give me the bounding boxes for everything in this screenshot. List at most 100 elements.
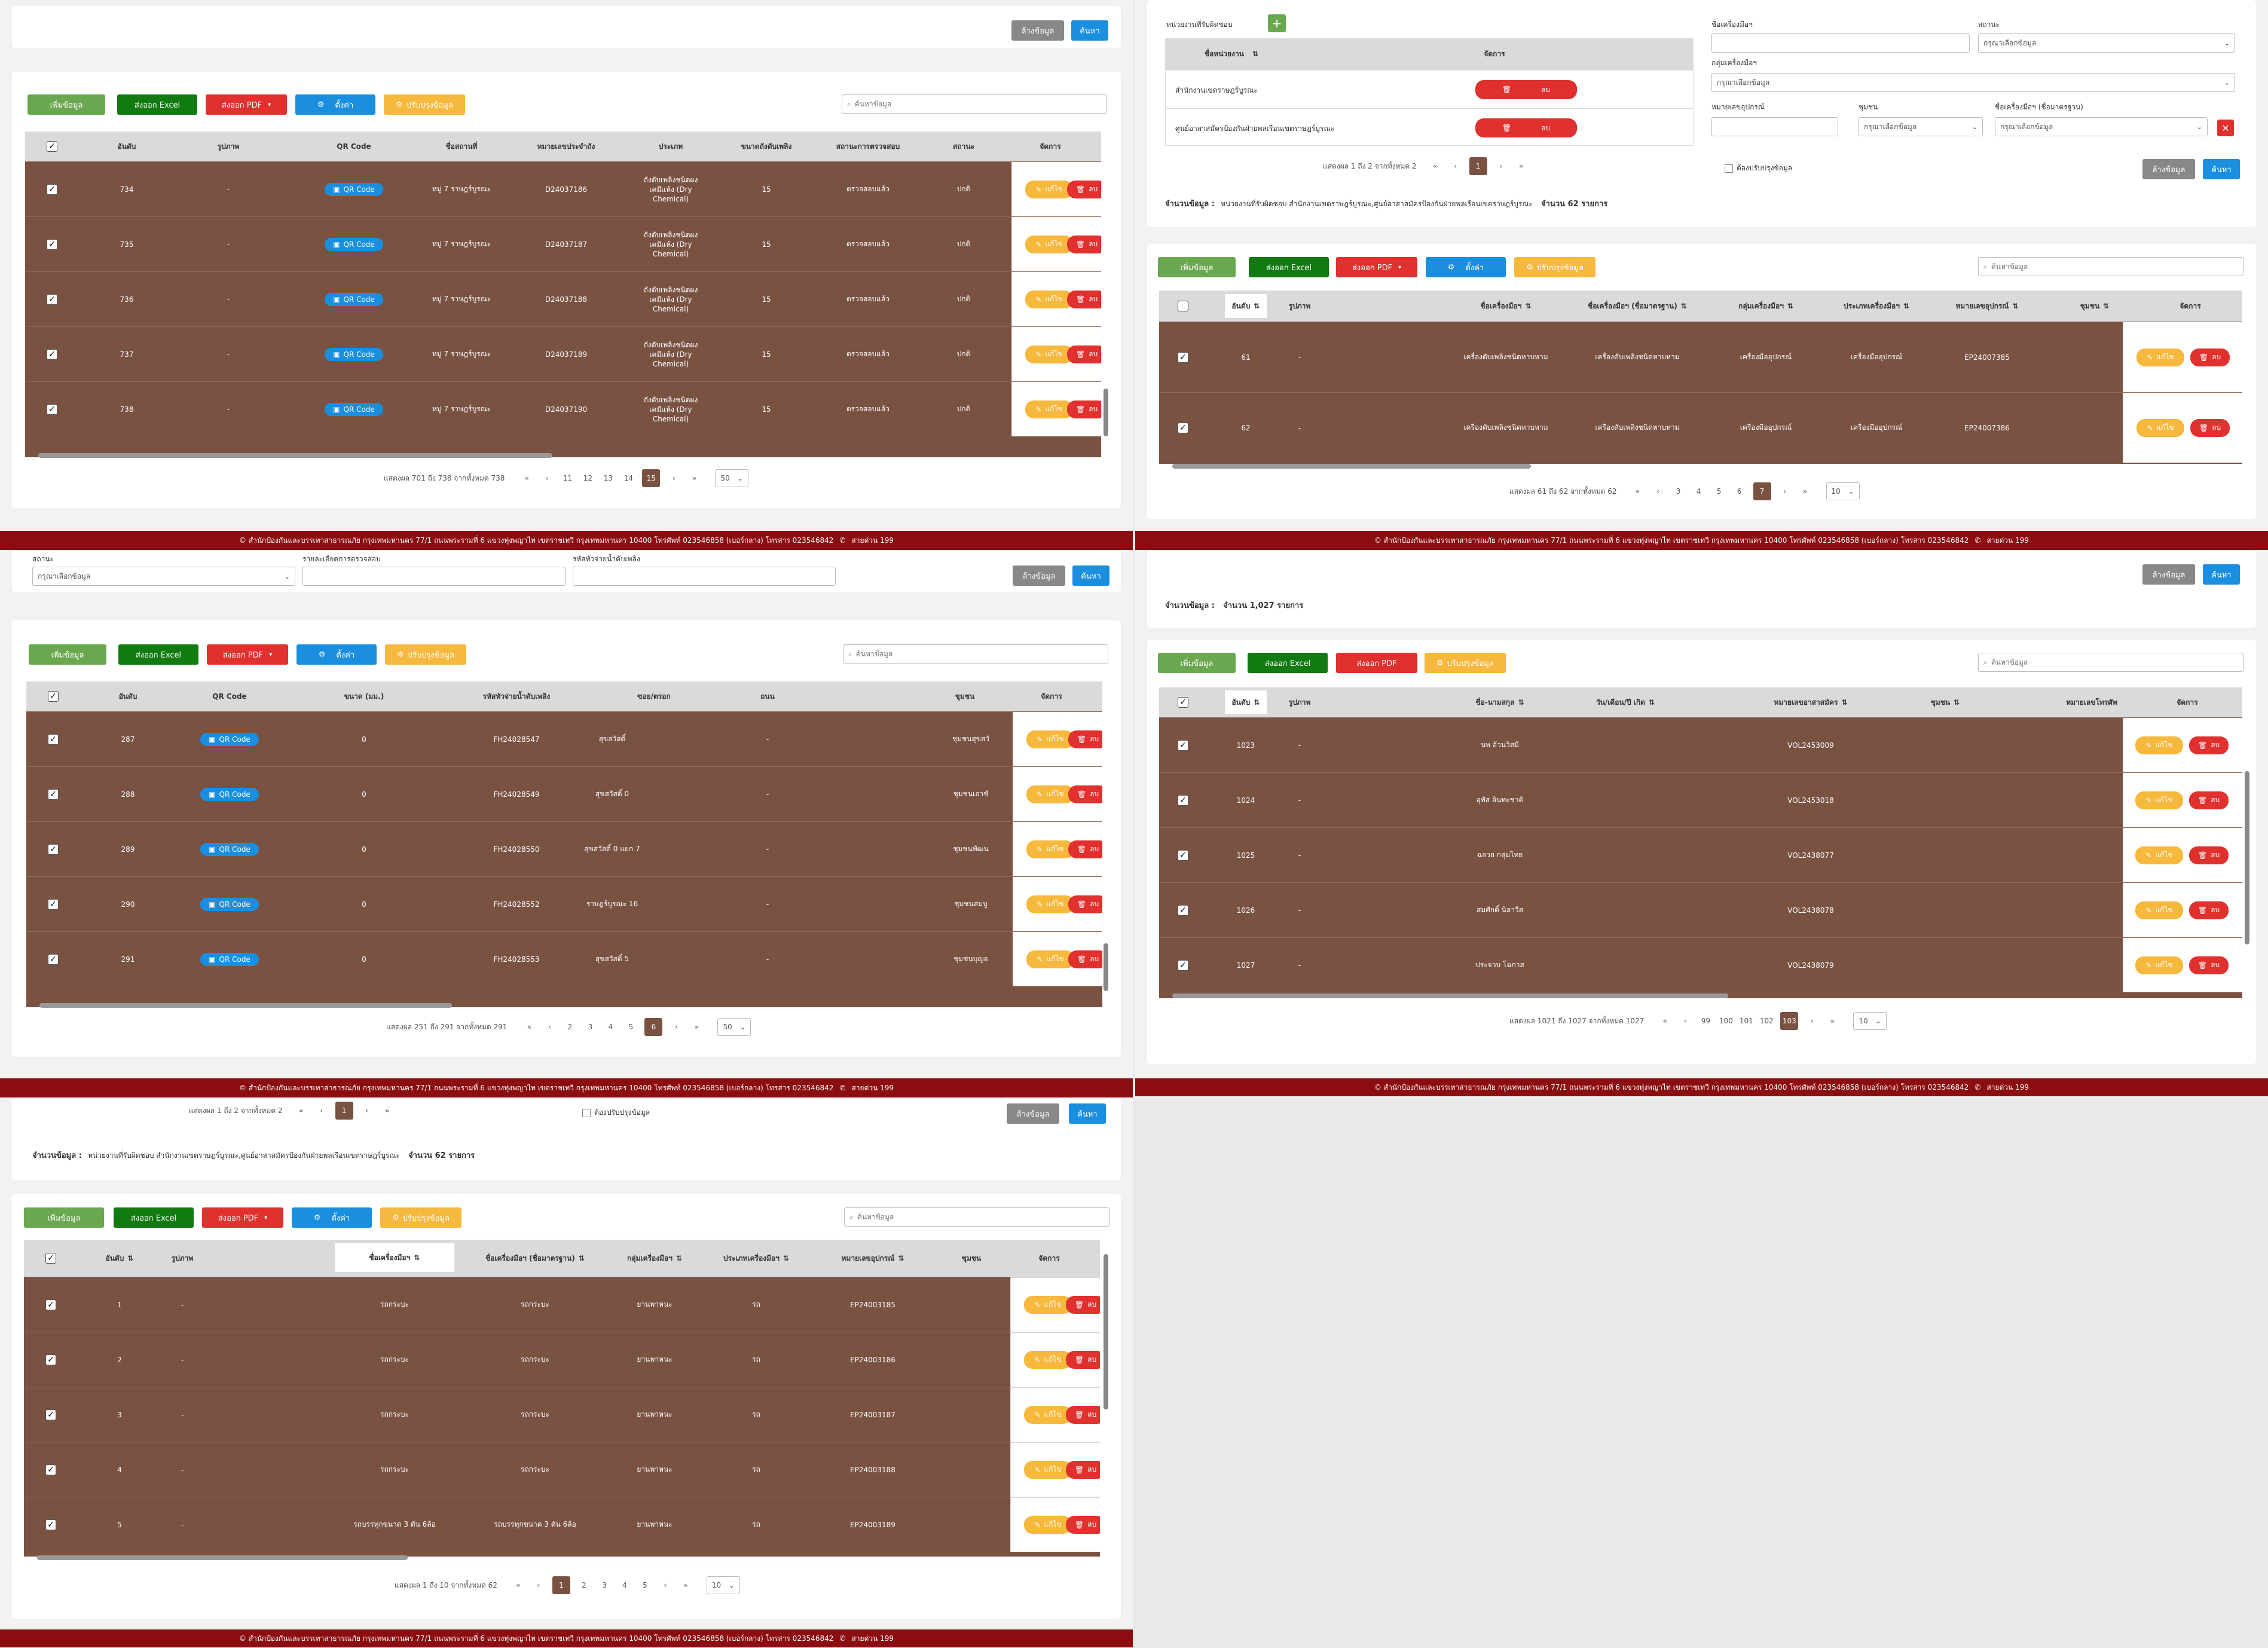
col-header[interactable]: QR Code [337, 142, 371, 151]
page-link[interactable]: 100 [1719, 1017, 1733, 1025]
page-link[interactable]: 3 [1676, 487, 1681, 496]
col-header[interactable]: วัน/เดือน/ปี เกิด ⇅ [1595, 698, 1655, 707]
current-page[interactable]: 103 [1780, 1012, 1799, 1030]
detail-field[interactable] [302, 567, 566, 586]
delete-button[interactable]: 🗑 ลบ [1068, 895, 1102, 913]
edit-button[interactable]: ✎ แก้ไข [1026, 840, 1074, 858]
page-link[interactable]: » [1518, 162, 1524, 170]
settings-button[interactable]: ⚙ ตั้งค่า [1426, 257, 1506, 277]
col-header[interactable]: รูปภาพ [1288, 698, 1311, 707]
page-link[interactable]: 2 [567, 1023, 573, 1031]
search-button[interactable]: ค้นหา [1069, 1103, 1106, 1124]
qr-code-button[interactable]: ▣ QR Code [200, 787, 259, 801]
page-link[interactable]: ‹ [548, 1023, 551, 1031]
current-page[interactable]: 1 [1469, 157, 1487, 175]
add-button[interactable]: เพิ่มข้อมูล [1158, 653, 1236, 673]
row-checkbox[interactable]: ✓ [47, 239, 57, 250]
row-checkbox[interactable]: ✓ [47, 403, 57, 415]
search-button[interactable]: ค้นหา [2203, 564, 2240, 585]
page-link[interactable]: 5 [643, 1581, 647, 1589]
row-checkbox[interactable]: ✓ [1178, 794, 1188, 806]
col-header[interactable]: จัดการ [2177, 698, 2198, 707]
row-checkbox[interactable]: ✓ [1178, 959, 1188, 971]
delete-button[interactable]: 🗑 ลบ [2189, 901, 2229, 919]
row-checkbox[interactable]: ✓ [1178, 849, 1188, 861]
page-link[interactable]: 4 [608, 1023, 613, 1031]
col-header[interactable]: จัดการ [1041, 692, 1062, 701]
col-header[interactable]: สถานะ [953, 142, 974, 151]
delete-button[interactable]: 🗑 ลบ [1066, 1515, 1100, 1534]
page-link[interactable]: 99 [1701, 1017, 1710, 1025]
col-header[interactable]: รูปภาพ [1288, 301, 1311, 310]
export-pdf-button[interactable]: ส่งออก PDF ▾ [202, 1207, 283, 1228]
current-page[interactable]: 7 [1753, 482, 1771, 500]
delete-button[interactable]: 🗑 ลบ [1068, 840, 1102, 858]
page-link[interactable]: « [516, 1581, 521, 1589]
page-link[interactable]: ‹ [320, 1106, 323, 1115]
page-link[interactable]: » [683, 1581, 688, 1589]
clear-field-button[interactable]: ✕ [2217, 120, 2234, 136]
col-header[interactable]: จัดการ [2180, 301, 2201, 310]
page-link[interactable]: » [694, 1023, 699, 1031]
edit-button[interactable]: ✎ แก้ไข [1026, 785, 1074, 803]
add-button[interactable]: เพิ่มข้อมูล [24, 1207, 104, 1228]
row-checkbox[interactable]: ✓ [48, 953, 59, 965]
col-header[interactable]: ขนาดถังดับเพลิง [741, 142, 792, 151]
settings-button[interactable]: ⚙ ตั้งค่า [295, 94, 375, 115]
delete-button[interactable]: 🗑 ลบ [2189, 791, 2229, 809]
add-button[interactable]: เพิ่มข้อมูล [29, 644, 106, 665]
search-button[interactable]: ค้นหา [2203, 159, 2240, 179]
row-checkbox[interactable]: ✓ [45, 1299, 56, 1310]
delete-button[interactable]: 🗑 ลบ [1066, 1460, 1100, 1479]
export-excel-button[interactable]: ส่งออก Excel [117, 94, 197, 115]
col-header[interactable]: ชื่อเครื่องมือฯ (ชื่อมาตรฐาน) ⇅ [1588, 301, 1687, 311]
export-pdf-button[interactable]: ส่งออก PDF ▾ [206, 94, 287, 115]
update-data-button[interactable]: ⚙ ปรับปรุงข้อมูล [384, 94, 465, 115]
page-link[interactable]: ‹ [1683, 1017, 1687, 1025]
edit-button[interactable]: ✎ แก้ไข [2135, 736, 2183, 754]
page-link[interactable]: 3 [588, 1023, 593, 1031]
row-checkbox[interactable]: ✓ [47, 348, 57, 360]
page-link[interactable]: ‹ [537, 1581, 540, 1589]
qr-code-button[interactable]: ▣ QR Code [200, 842, 259, 856]
add-unit-button[interactable]: + [1268, 14, 1286, 32]
select-all-checkbox[interactable]: ✓ [47, 141, 57, 152]
add-button[interactable]: เพิ่มข้อมูล [27, 94, 105, 115]
col-header[interactable]: จัดการ [1040, 142, 1061, 151]
row-checkbox[interactable]: ✓ [45, 1464, 56, 1475]
col-header[interactable]: อันดับ ⇅ [105, 1253, 134, 1263]
export-excel-button[interactable]: ส่งออก Excel [1249, 257, 1329, 277]
edit-button[interactable]: ✎ แก้ไข [1024, 1295, 1072, 1314]
export-pdf-button[interactable]: ส่งออก PDF ▾ [1336, 257, 1417, 277]
page-link[interactable]: » [384, 1106, 390, 1115]
qr-code-button[interactable]: ▣ QR Code [325, 292, 383, 306]
col-header[interactable]: สถานะการตรวจสอบ [836, 142, 900, 151]
page-link[interactable]: ‹ [1656, 487, 1659, 496]
qr-code-button[interactable]: ▣ QR Code [325, 402, 383, 416]
delete-button[interactable]: 🗑 ลบ [1067, 290, 1101, 308]
col-header[interactable]: ประเภทเครื่องมือฯ ⇅ [723, 1253, 789, 1263]
update-data-button[interactable]: ⚙ ปรับปรุงข้อมูล [1514, 257, 1595, 277]
edit-button[interactable]: ✎ แก้ไข [1026, 730, 1074, 748]
edit-button[interactable]: ✎ แก้ไข [2135, 956, 2183, 974]
current-page[interactable]: 6 [644, 1018, 663, 1036]
delete-button[interactable]: 🗑 ลบ [2189, 736, 2229, 754]
update-data-button[interactable]: ⚙ ปรับปรุงข้อมูล [380, 1207, 461, 1228]
select-all-checkbox[interactable]: ✓ [48, 691, 59, 702]
search-button[interactable]: ค้นหา [1071, 20, 1108, 41]
page-link[interactable]: 14 [623, 474, 634, 482]
search-input[interactable]: ⌕ ค้นหาข้อมูล [844, 1207, 1109, 1227]
col-header[interactable]: ชื่อเครื่องมือฯ (ชื่อมาตรฐาน) ⇅ [485, 1253, 585, 1263]
page-link[interactable]: ‹ [1454, 162, 1457, 170]
edit-button[interactable]: ✎ แก้ไข [2136, 348, 2184, 366]
page-size-select[interactable]: 10 ⌄ [1826, 482, 1860, 500]
page-size-select[interactable]: 50 ⌄ [715, 469, 749, 487]
page-link[interactable]: « [1635, 487, 1640, 496]
delete-button[interactable]: 🗑 ลบ [2189, 846, 2229, 864]
edit-button[interactable]: ✎ แก้ไข [1024, 1405, 1072, 1424]
search-input[interactable]: ⌕ ค้นหาข้อมูล [1978, 257, 2243, 276]
delete-button[interactable]: 🗑 ลบ [1067, 235, 1101, 253]
current-page[interactable]: 1 [552, 1576, 570, 1594]
edit-button[interactable]: ✎ แก้ไข [1025, 345, 1073, 363]
row-checkbox[interactable]: ✓ [45, 1409, 56, 1420]
